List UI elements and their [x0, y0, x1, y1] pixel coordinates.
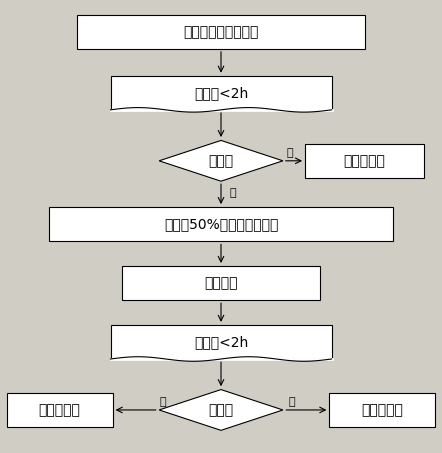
- Text: 通过？: 通过？: [209, 154, 233, 168]
- Text: 否: 否: [289, 397, 295, 407]
- Text: 是: 是: [230, 188, 236, 198]
- Text: 偏压退火: 偏压退火: [204, 276, 238, 290]
- Polygon shape: [159, 140, 283, 181]
- FancyBboxPatch shape: [77, 14, 365, 48]
- Text: 筛选掉器件: 筛选掉器件: [344, 154, 385, 168]
- FancyBboxPatch shape: [110, 325, 332, 359]
- Text: 再进行50%额定剂量的辐照: 再进行50%额定剂量的辐照: [164, 217, 278, 231]
- Text: 通过？: 通过？: [209, 403, 233, 417]
- Text: 电测试<2h: 电测试<2h: [194, 86, 248, 100]
- Polygon shape: [159, 390, 283, 430]
- FancyBboxPatch shape: [7, 393, 113, 427]
- Text: 电测试<2h: 电测试<2h: [194, 335, 248, 349]
- Text: 辐照至空间额定剂量: 辐照至空间额定剂量: [183, 25, 259, 39]
- FancyBboxPatch shape: [329, 393, 435, 427]
- Text: 合适的器件: 合适的器件: [39, 403, 80, 417]
- Text: 筛选掉器件: 筛选掉器件: [362, 403, 403, 417]
- Text: 否: 否: [286, 148, 293, 158]
- FancyBboxPatch shape: [110, 76, 332, 110]
- Text: 是: 是: [160, 397, 166, 407]
- FancyBboxPatch shape: [305, 144, 424, 178]
- FancyBboxPatch shape: [49, 207, 393, 241]
- FancyBboxPatch shape: [122, 266, 320, 300]
